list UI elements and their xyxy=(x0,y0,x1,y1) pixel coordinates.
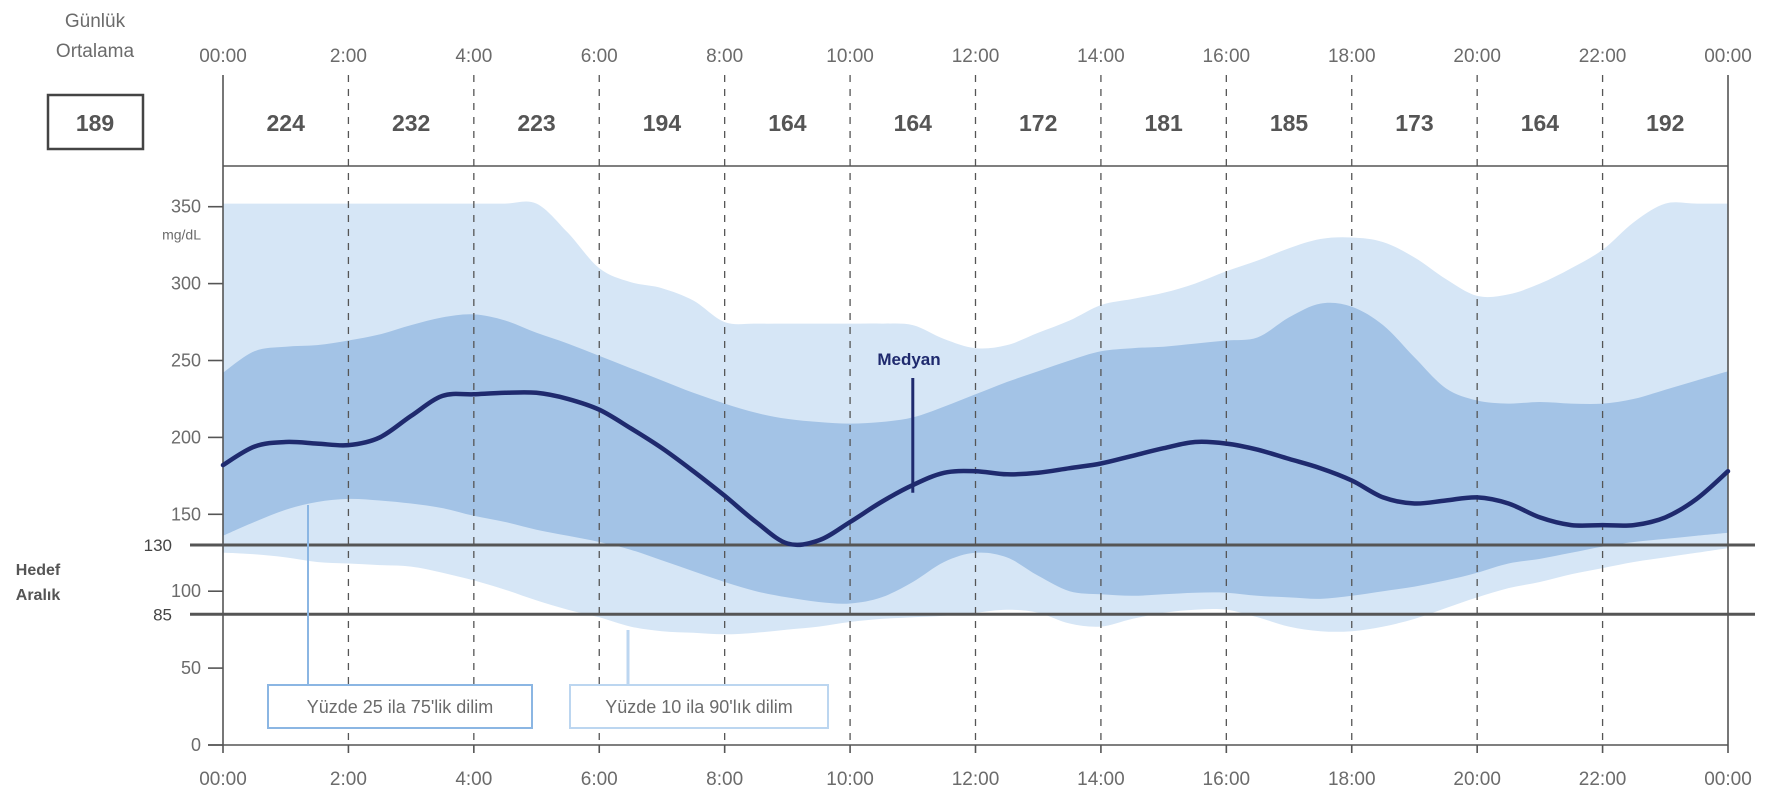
x-tick-label: 22:00 xyxy=(1579,769,1627,790)
iqr-legend-label: Yüzde 25 ila 75'lik dilim xyxy=(307,697,494,717)
hourly-averages-table: 224 232 223 194 164 164 172 181 185 173 164 192 xyxy=(267,110,1685,136)
hourly-average-value: 192 xyxy=(1646,110,1684,136)
hourly-average-value: 223 xyxy=(517,110,555,136)
outer-legend-box xyxy=(569,684,829,729)
y-tick-label: 350 xyxy=(171,197,201,217)
top-x-tick-label: 20:00 xyxy=(1453,46,1501,67)
x-tick-label: 4:00 xyxy=(455,769,492,790)
target-range-label-line2: Aralık xyxy=(16,587,61,604)
top-x-tick-label: 8:00 xyxy=(706,46,743,67)
top-x-tick-label: 12:00 xyxy=(952,46,1000,67)
top-x-tick-label: 00:00 xyxy=(199,46,247,67)
x-tick-label: 18:00 xyxy=(1328,769,1376,790)
top-x-tick-label: 14:00 xyxy=(1077,46,1125,67)
iqr-legend-box xyxy=(267,684,533,729)
hourly-average-value: 164 xyxy=(1521,110,1560,136)
hourly-average-value: 185 xyxy=(1270,110,1309,136)
x-tick-label: 2:00 xyxy=(330,769,367,790)
y-tick-label: 100 xyxy=(171,581,201,601)
x-tick-label: 20:00 xyxy=(1453,769,1501,790)
overall-average-value: 189 xyxy=(76,110,114,136)
y-tick-label: 300 xyxy=(171,274,201,294)
overall-average-box xyxy=(46,93,145,151)
top-x-tick-label: 18:00 xyxy=(1328,46,1376,67)
hourly-average-value: 164 xyxy=(894,110,933,136)
top-x-tick-label: 22:00 xyxy=(1579,46,1627,67)
top-x-tick-label: 4:00 xyxy=(455,46,492,67)
x-tick-label: 14:00 xyxy=(1077,769,1125,790)
hourly-average-value: 181 xyxy=(1144,110,1183,136)
x-tick-label: 00:00 xyxy=(1704,769,1752,790)
x-tick-label: 16:00 xyxy=(1203,769,1251,790)
top-x-tick-label: 10:00 xyxy=(826,46,874,67)
median-label: Medyan xyxy=(877,350,940,369)
y-axis-unit: mg/dL xyxy=(162,227,201,243)
daily-average-label-line2: Ortalama xyxy=(56,41,135,62)
x-tick-label: 00:00 xyxy=(199,769,247,790)
y-tick-label: 150 xyxy=(171,504,201,524)
plot-area: 00:00 2:00 4:00 6:00 8:00 10:00 12:00 14:00 16:0… xyxy=(144,46,1755,790)
top-x-tick-label: 16:00 xyxy=(1203,46,1251,67)
x-tick-label: 10:00 xyxy=(826,769,874,790)
x-tick-label: 6:00 xyxy=(581,769,618,790)
hourly-average-value: 172 xyxy=(1019,110,1057,136)
hourly-average-value: 194 xyxy=(643,110,682,136)
y-tick-label: 250 xyxy=(171,351,201,371)
daily-average-label: Günlük xyxy=(65,11,126,32)
target-value-label: 130 xyxy=(144,536,172,555)
hourly-average-value: 224 xyxy=(267,110,306,136)
hourly-average-value: 164 xyxy=(768,110,807,136)
x-tick-label: 8:00 xyxy=(706,769,743,790)
legend: Yüzde 25 ila 75'lik dilim Yüzde 10 ila 9… xyxy=(267,350,941,729)
y-tick-label: 0 xyxy=(191,735,201,755)
top-x-tick-label: 00:00 xyxy=(1704,46,1752,67)
hourly-average-value: 173 xyxy=(1395,110,1433,136)
target-value-label: 85 xyxy=(153,605,172,624)
median-line xyxy=(220,390,1731,548)
hourly-average-value: 232 xyxy=(392,110,430,136)
y-tick-label: 200 xyxy=(171,427,201,447)
top-x-tick-label: 6:00 xyxy=(581,46,618,67)
top-x-tick-label: 2:00 xyxy=(330,46,367,67)
y-tick-label: 50 xyxy=(181,658,201,678)
target-range-label: Hedef xyxy=(16,562,61,579)
outer-legend-label: Yüzde 10 ila 90'lık dilim xyxy=(605,697,793,717)
x-tick-label: 12:00 xyxy=(952,769,1000,790)
